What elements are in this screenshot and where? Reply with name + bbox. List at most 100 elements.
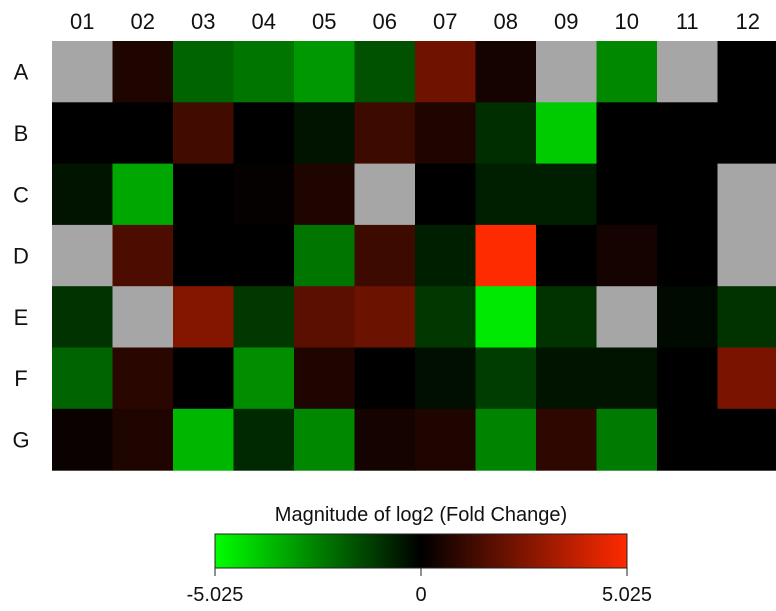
heatmap-cell-D10: [596, 224, 658, 287]
heatmap-cell-D07: [415, 224, 477, 287]
heatmap-cell-D03: [173, 224, 235, 287]
heatmap-cell-A04: [233, 41, 295, 103]
heatmap-cell-E05: [294, 286, 356, 349]
heatmap-cell-E11: [657, 286, 719, 349]
row-labels: A B C D E F G: [12, 60, 29, 453]
heatmap-cell-A10: [596, 41, 658, 103]
heatmap-cell-A12: [717, 41, 776, 103]
heatmap-cell-B11: [657, 102, 719, 165]
heatmap-cell-C10: [596, 163, 658, 226]
heatmap-cell-A11: [657, 41, 719, 103]
column-label-08: 08: [494, 9, 518, 34]
column-label-01: 01: [70, 9, 94, 34]
heatmap-cell-F08: [475, 347, 537, 410]
heatmap-cell-B01: [52, 102, 114, 165]
heatmap-cell-G06: [354, 408, 416, 471]
row-label-B: B: [14, 121, 29, 146]
heatmap-cell-C05: [294, 163, 356, 226]
heatmap-cell-F07: [415, 347, 477, 410]
row-label-G: G: [12, 427, 29, 452]
color-scale-bar: [214, 533, 628, 569]
heatmap-cell-E08: [475, 286, 537, 349]
heatmap-cell-C02: [112, 163, 174, 226]
scale-label-max: 5.025: [602, 584, 652, 606]
heatmap-cell-A07: [415, 41, 477, 103]
row-label-D: D: [13, 244, 29, 269]
column-label-09: 09: [554, 9, 578, 34]
heatmap-cells: [52, 41, 776, 471]
heatmap-cell-C06: [354, 163, 416, 226]
column-label-03: 03: [191, 9, 215, 34]
heatmap-cell-E04: [233, 286, 295, 349]
heatmap-cell-F05: [294, 347, 356, 410]
heatmap-cell-C01: [52, 163, 114, 226]
heatmap-cell-D11: [657, 224, 719, 287]
heatmap-cell-E06: [354, 286, 416, 349]
heatmap-cell-B10: [596, 102, 658, 165]
column-label-05: 05: [312, 9, 336, 34]
heatmap-cell-A05: [294, 41, 356, 103]
heatmap-cell-E10: [596, 286, 658, 349]
heatmap-cell-D09: [536, 224, 598, 287]
heatmap-cell-A02: [112, 41, 174, 103]
color-scale-title: Magnitude of log2 (Fold Change): [275, 504, 567, 526]
heatmap-cell-E01: [52, 286, 114, 349]
heatmap-cell-A06: [354, 41, 416, 103]
heatmap-cell-C09: [536, 163, 598, 226]
heatmap-cell-F10: [596, 347, 658, 410]
column-label-02: 02: [131, 9, 155, 34]
heatmap-cell-G02: [112, 408, 174, 471]
heatmap-cell-G04: [233, 408, 295, 471]
heatmap-cell-E09: [536, 286, 598, 349]
heatmap-cell-A01: [52, 41, 114, 103]
heatmap-cell-A03: [173, 41, 235, 103]
heatmap-cell-F12: [717, 347, 776, 410]
heatmap-cell-C08: [475, 163, 537, 226]
heatmap-cell-G01: [52, 408, 114, 471]
heatmap-cell-C04: [233, 163, 295, 226]
column-label-04: 04: [252, 9, 276, 34]
heatmap-cell-B02: [112, 102, 174, 165]
row-label-A: A: [14, 60, 29, 85]
heatmap-cell-G08: [475, 408, 537, 471]
heatmap-cell-D02: [112, 224, 174, 287]
heatmap-cell-C11: [657, 163, 719, 226]
column-label-11: 11: [676, 9, 699, 34]
heatmap-cell-F02: [112, 347, 174, 410]
heatmap-cell-G11: [657, 408, 719, 471]
heatmap-cell-C07: [415, 163, 477, 226]
heatmap-cell-A09: [536, 41, 598, 103]
column-label-10: 10: [615, 9, 639, 34]
heatmap-cell-F09: [536, 347, 598, 410]
heatmap-cell-F04: [233, 347, 295, 410]
heatmap-cell-G03: [173, 408, 235, 471]
heatmap-cell-D01: [52, 224, 114, 287]
heatmap-cell-D06: [354, 224, 416, 287]
heatmap-cell-F03: [173, 347, 235, 410]
heatmap-cell-G10: [596, 408, 658, 471]
heatmap-cell-D08: [475, 224, 537, 287]
row-label-C: C: [13, 182, 29, 207]
column-label-06: 06: [373, 9, 397, 34]
heatmap-cell-E02: [112, 286, 174, 349]
heatmap-cell-B04: [233, 102, 295, 165]
heatmap-cell-B06: [354, 102, 416, 165]
column-labels: 01 02 03 04 05 06 07 08 09 10 11 12: [70, 9, 760, 34]
heatmap-cell-B12: [717, 102, 776, 165]
heatmap-cell-E12: [717, 286, 776, 349]
row-label-E: E: [14, 305, 29, 330]
heatmap-cell-F06: [354, 347, 416, 410]
heatmap-cell-G05: [294, 408, 356, 471]
heatmap-cell-B09: [536, 102, 598, 165]
heatmap-cell-G09: [536, 408, 598, 471]
heatmap-cell-E07: [415, 286, 477, 349]
heatmap-cell-C12: [717, 163, 776, 226]
heatmap-cell-D12: [717, 224, 776, 287]
heatmap-cell-B08: [475, 102, 537, 165]
heatmap-cell-E03: [173, 286, 235, 349]
row-label-F: F: [14, 366, 27, 391]
heatmap-cell-F11: [657, 347, 719, 410]
column-label-12: 12: [736, 9, 760, 34]
heatmap-cell-D04: [233, 224, 295, 287]
